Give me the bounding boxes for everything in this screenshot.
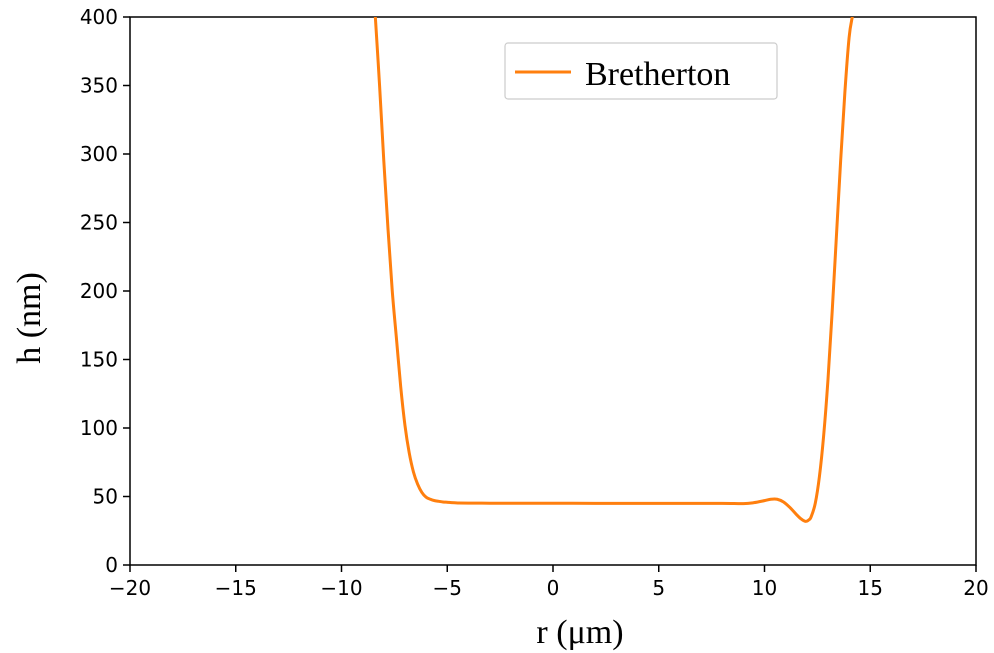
- x-tick-label: −10: [320, 576, 362, 600]
- x-tick-label: 20: [963, 576, 988, 600]
- legend-label-bretherton: Bretherton: [585, 56, 730, 93]
- series-layer: [373, 17, 854, 523]
- x-tick-label: 5: [652, 576, 665, 600]
- x-tick-label: 0: [547, 576, 560, 600]
- y-axis-ticks: 0 50 100 150 200 250 300 350 400: [80, 5, 130, 577]
- y-tick-label: 400: [80, 5, 118, 29]
- x-tick-label: 10: [752, 576, 777, 600]
- x-tick-label: −20: [109, 576, 151, 600]
- y-tick-label: 200: [80, 279, 118, 303]
- y-tick-label: 50: [93, 485, 118, 509]
- y-tick-label: 100: [80, 416, 118, 440]
- x-tick-label: 15: [858, 576, 883, 600]
- y-axis-title: h (nm): [11, 272, 48, 364]
- y-tick-label: 150: [80, 348, 118, 372]
- y-tick-label: 0: [105, 553, 118, 577]
- x-tick-label: −15: [215, 576, 257, 600]
- series-line-bretherton: [373, 17, 854, 523]
- x-tick-label: −5: [433, 576, 462, 600]
- x-axis-ticks: −20 −15 −10 −5 0 5 10 15 20: [109, 565, 989, 600]
- legend: Bretherton: [504, 42, 778, 100]
- legend-box: [504, 42, 778, 100]
- y-tick-label: 350: [80, 74, 118, 98]
- y-tick-label: 250: [80, 211, 118, 235]
- x-axis-title: r (μm): [536, 614, 623, 651]
- y-tick-label: 300: [80, 142, 118, 166]
